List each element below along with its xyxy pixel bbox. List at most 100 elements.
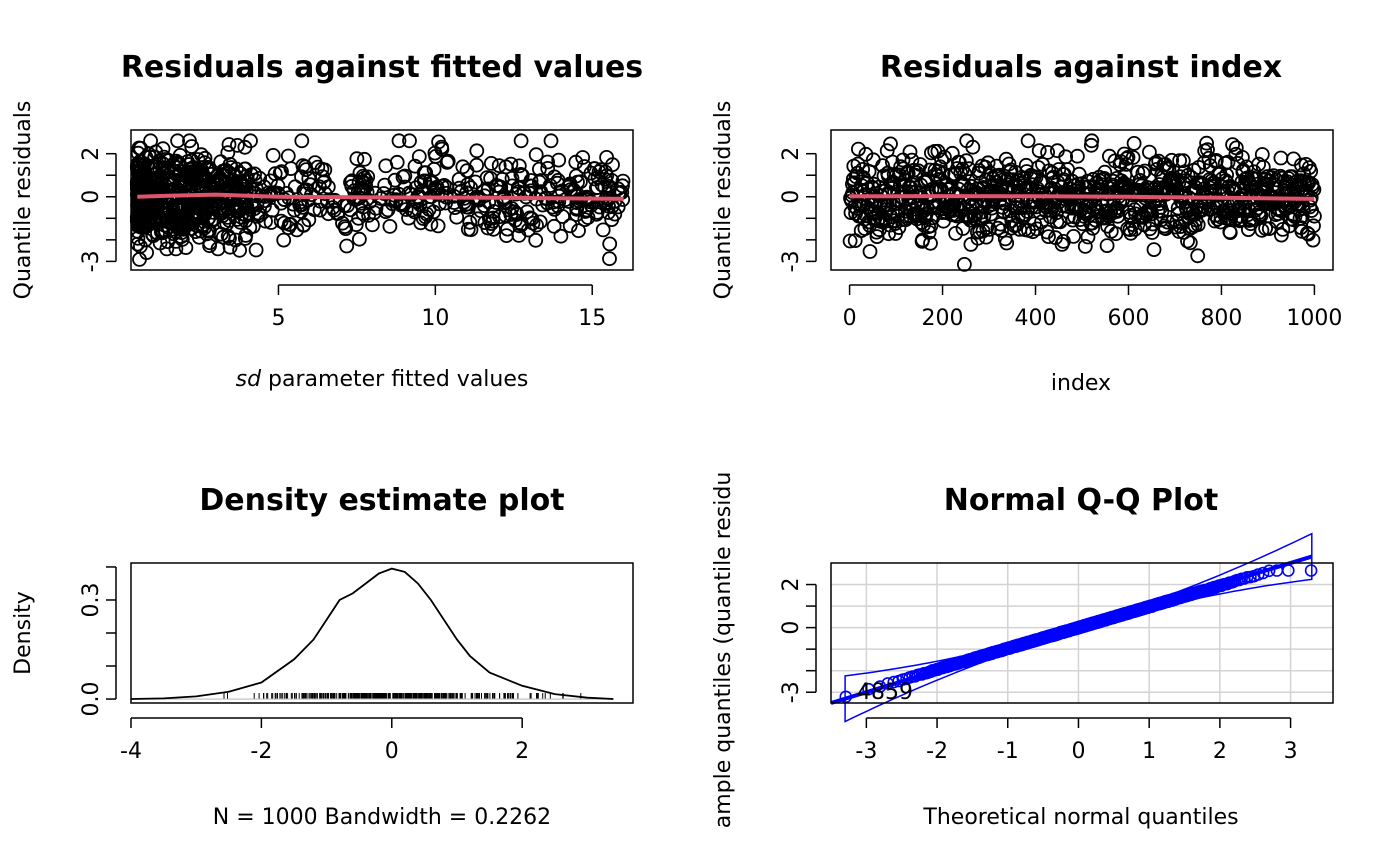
- data-point: [294, 133, 310, 149]
- data-point: [281, 216, 297, 232]
- data-point: [1307, 208, 1322, 224]
- x-tick-label: -2: [926, 739, 948, 764]
- x-tick-label: -4: [120, 739, 142, 764]
- data-point: [356, 151, 372, 167]
- data-point: [162, 205, 178, 221]
- data-point: [928, 167, 943, 183]
- data-point: [312, 202, 328, 218]
- data-point: [265, 147, 281, 163]
- data-point: [999, 235, 1015, 251]
- data-point: [851, 141, 866, 157]
- data-point: [426, 204, 442, 220]
- data-point: [276, 232, 292, 248]
- data-point: [1066, 228, 1081, 244]
- chart-title: Density estimate plot: [199, 483, 564, 518]
- data-point: [1306, 182, 1322, 198]
- y-tick-label: -3: [779, 250, 804, 272]
- data-point: [1126, 135, 1142, 151]
- data-point: [132, 203, 148, 219]
- data-point: [184, 139, 200, 154]
- data-point: [416, 165, 432, 181]
- data-point: [994, 223, 1009, 238]
- data-point: [233, 177, 249, 193]
- chart-title: Residuals against index: [880, 50, 1282, 85]
- data-point: [500, 221, 515, 237]
- data-point: [455, 159, 471, 175]
- data-point: [855, 161, 870, 177]
- x-tick-label: 0: [385, 739, 399, 764]
- data-point: [395, 169, 411, 185]
- data-point: [858, 146, 874, 162]
- y-tick-label: 2: [79, 147, 104, 161]
- data-point: [222, 230, 237, 246]
- data-point: [181, 157, 197, 172]
- data-point: [1200, 142, 1215, 158]
- data-point: [462, 214, 478, 230]
- data-point: [978, 229, 994, 245]
- data-point: [397, 179, 413, 195]
- data-point: [190, 152, 206, 167]
- y-tick-label: 2: [779, 147, 804, 161]
- data-point: [1175, 153, 1191, 169]
- data-point: [387, 172, 403, 188]
- data-point: [582, 194, 598, 210]
- data-point: [896, 161, 911, 177]
- y-axis: -3 0 2: [779, 147, 817, 272]
- data-point: [401, 210, 417, 226]
- data-point: [218, 168, 234, 184]
- data-point: [1304, 564, 1318, 577]
- data-point: [532, 214, 548, 230]
- point-label: 4859: [857, 680, 913, 705]
- data-point: [358, 179, 374, 195]
- smooth-line: [137, 192, 624, 201]
- data-point: [471, 192, 487, 208]
- data-point: [1160, 214, 1175, 230]
- data-point: [1150, 203, 1166, 219]
- data-point: [1222, 225, 1238, 241]
- data-point: [391, 133, 407, 149]
- y-axis-label: ample quantiles (quantile residu: [711, 472, 736, 829]
- data-point: [460, 221, 476, 237]
- x-tick-label: -2: [250, 739, 272, 764]
- data-point: [1099, 238, 1115, 254]
- data-point: [902, 144, 918, 160]
- data-point: [351, 231, 367, 247]
- data-point: [948, 225, 963, 241]
- points: [842, 133, 1322, 272]
- y-axis: -3 0 2: [79, 147, 117, 272]
- data-point: [132, 251, 147, 267]
- x-tick-label: 400: [1015, 306, 1057, 331]
- data-point: [1135, 165, 1151, 181]
- data-point: [577, 212, 593, 228]
- y-tick-label: 0: [779, 621, 804, 635]
- data-point: [1120, 149, 1136, 165]
- x-axis-label: Theoretical normal quantiles: [922, 805, 1238, 830]
- data-point: [486, 203, 502, 219]
- data-point: [498, 159, 514, 175]
- data-point: [196, 220, 212, 236]
- data-point: [316, 175, 332, 191]
- data-point: [1208, 152, 1224, 168]
- data-point: [343, 174, 358, 190]
- data-point: [1040, 144, 1055, 160]
- data-point: [134, 192, 150, 208]
- x-axis: -4 -2 0 2: [120, 717, 529, 764]
- data-point: [174, 199, 190, 215]
- data-point: [193, 170, 209, 186]
- data-point: [937, 149, 952, 165]
- data-point: [881, 184, 897, 200]
- x-axis-label: sd parameter fitted values: [236, 367, 529, 392]
- data-point: [220, 145, 236, 161]
- data-point: [571, 223, 586, 239]
- x-tick-label: 1000: [1286, 306, 1342, 331]
- x-tick-label: 2: [1213, 739, 1227, 764]
- points: [839, 564, 1318, 704]
- data-point: [449, 209, 465, 225]
- data-point: [862, 244, 878, 259]
- data-point: [504, 201, 520, 216]
- data-point: [546, 218, 562, 234]
- y-axis-label: Quantile residuals: [11, 101, 36, 300]
- data-point: [1246, 164, 1262, 180]
- data-point: [130, 236, 146, 252]
- x-axis: -3 -2 -1 0 1 2 3: [855, 717, 1298, 764]
